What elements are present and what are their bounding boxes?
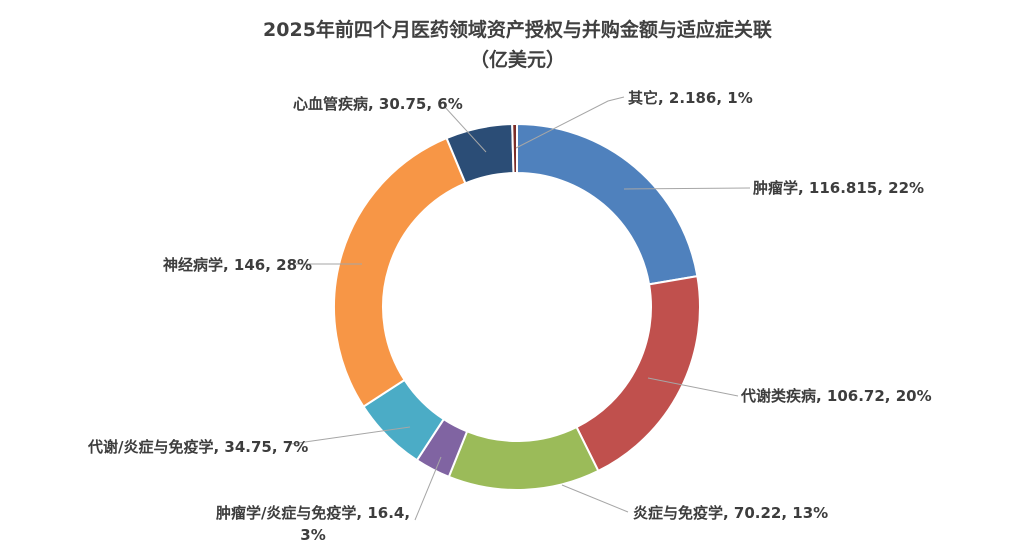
- slice-label-metabolic-disease: 代谢类疾病, 106.72, 20%: [741, 387, 932, 405]
- leader-line-inflammation-immunology: [561, 484, 629, 513]
- slice-neurology: [333, 136, 467, 408]
- slice-label-inflammation-immunology: 炎症与免疫学, 70.22, 13%: [633, 504, 829, 522]
- slice-label-oncology-inflammation: 肿瘤学/炎症与免疫学, 16.4, 3%: [213, 502, 413, 546]
- chart-title-line1: 2025年前四个月医药领域资产授权与并购金额与适应症关联: [263, 19, 772, 41]
- leader-line-oncology: [623, 187, 751, 190]
- chart-title-line2: （亿美元）: [469, 49, 565, 71]
- slice-label-oncology: 肿瘤学, 116.815, 22%: [753, 179, 925, 197]
- leader-line-metabolism-inflammation: [290, 426, 411, 445]
- slice-other: [511, 122, 518, 175]
- slice-label-metabolism-inflammation: 代谢/炎症与免疫学, 34.75, 7%: [88, 438, 309, 456]
- leader-line-oncology-inflammation: [414, 456, 442, 521]
- leader-line-cardiovascular: [443, 105, 487, 153]
- slice-label-neurology: 神经病学, 146, 28%: [163, 256, 313, 274]
- chart-title: 2025年前四个月医药领域资产授权与并购金额与适应症关联 （亿美元）: [0, 15, 1035, 75]
- leader-line-other: [515, 96, 625, 149]
- slice-label-other: 其它, 2.186, 1%: [628, 89, 753, 107]
- slice-label-oncology-inflammation-line1: 肿瘤学/炎症与免疫学, 16.4,: [215, 504, 411, 522]
- slice-inflammation-immunology: [447, 425, 600, 491]
- slice-oncology: [516, 122, 699, 286]
- leader-lines: [290, 96, 751, 521]
- slice-metabolic-disease: [575, 274, 701, 473]
- donut-slices: [333, 122, 701, 491]
- leader-line-metabolic-disease: [647, 377, 739, 397]
- slice-label-cardiovascular: 心血管疾病, 30.75, 6%: [293, 95, 463, 113]
- slice-label-oncology-inflammation-line2: 3%: [300, 526, 326, 544]
